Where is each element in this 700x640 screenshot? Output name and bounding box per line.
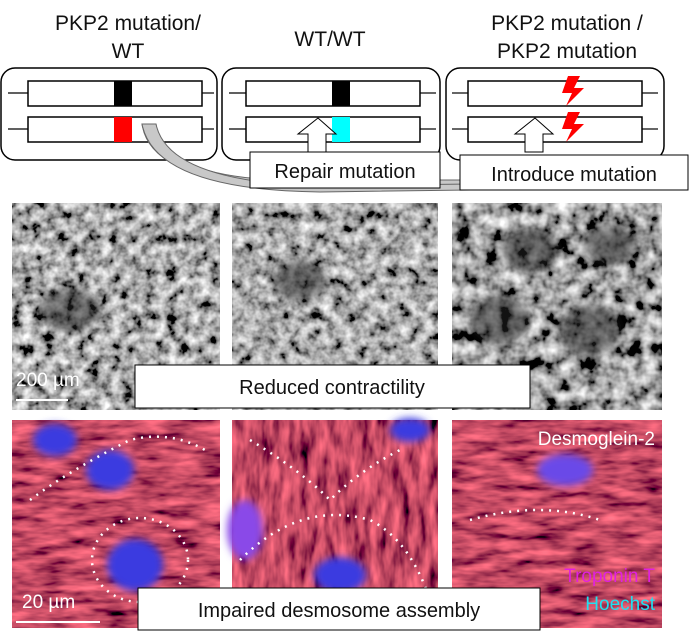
label-box: [249, 151, 441, 189]
nuclei: [33, 418, 593, 593]
caption: Reduced contractility: [239, 377, 425, 399]
mutation-bolt: [562, 112, 584, 142]
header: PKP2 mutation: [497, 40, 637, 63]
stain-label: Hoechst: [585, 594, 655, 615]
desmosome-dots: [29, 435, 601, 604]
stain-label: Desmoglein-2: [538, 429, 655, 450]
label: Repair mutation: [274, 161, 415, 183]
allele-marker: [332, 117, 350, 142]
header: WT/WT: [294, 28, 365, 51]
header: PKP2 mutation /: [491, 12, 643, 35]
caption-box: [134, 364, 531, 409]
allele-marker: [114, 117, 132, 142]
up-arrow: [513, 117, 555, 153]
up-arrow: [296, 117, 338, 153]
scale-label: 20 µm: [22, 592, 75, 613]
caption: Impaired desmosome assembly: [198, 600, 480, 622]
stain-label: Troponin T: [564, 566, 655, 587]
header: PKP2 mutation/: [55, 12, 201, 35]
header: WT: [112, 40, 145, 63]
allele-marker: [114, 81, 132, 106]
allele-marker: [332, 81, 350, 106]
cell-clusters: [40, 225, 636, 356]
mutation-bolt: [562, 76, 584, 106]
caption-box: [137, 587, 541, 631]
label-box: [459, 154, 689, 191]
label: Introduce mutation: [491, 164, 657, 186]
scale-label: 200 µm: [16, 370, 80, 391]
